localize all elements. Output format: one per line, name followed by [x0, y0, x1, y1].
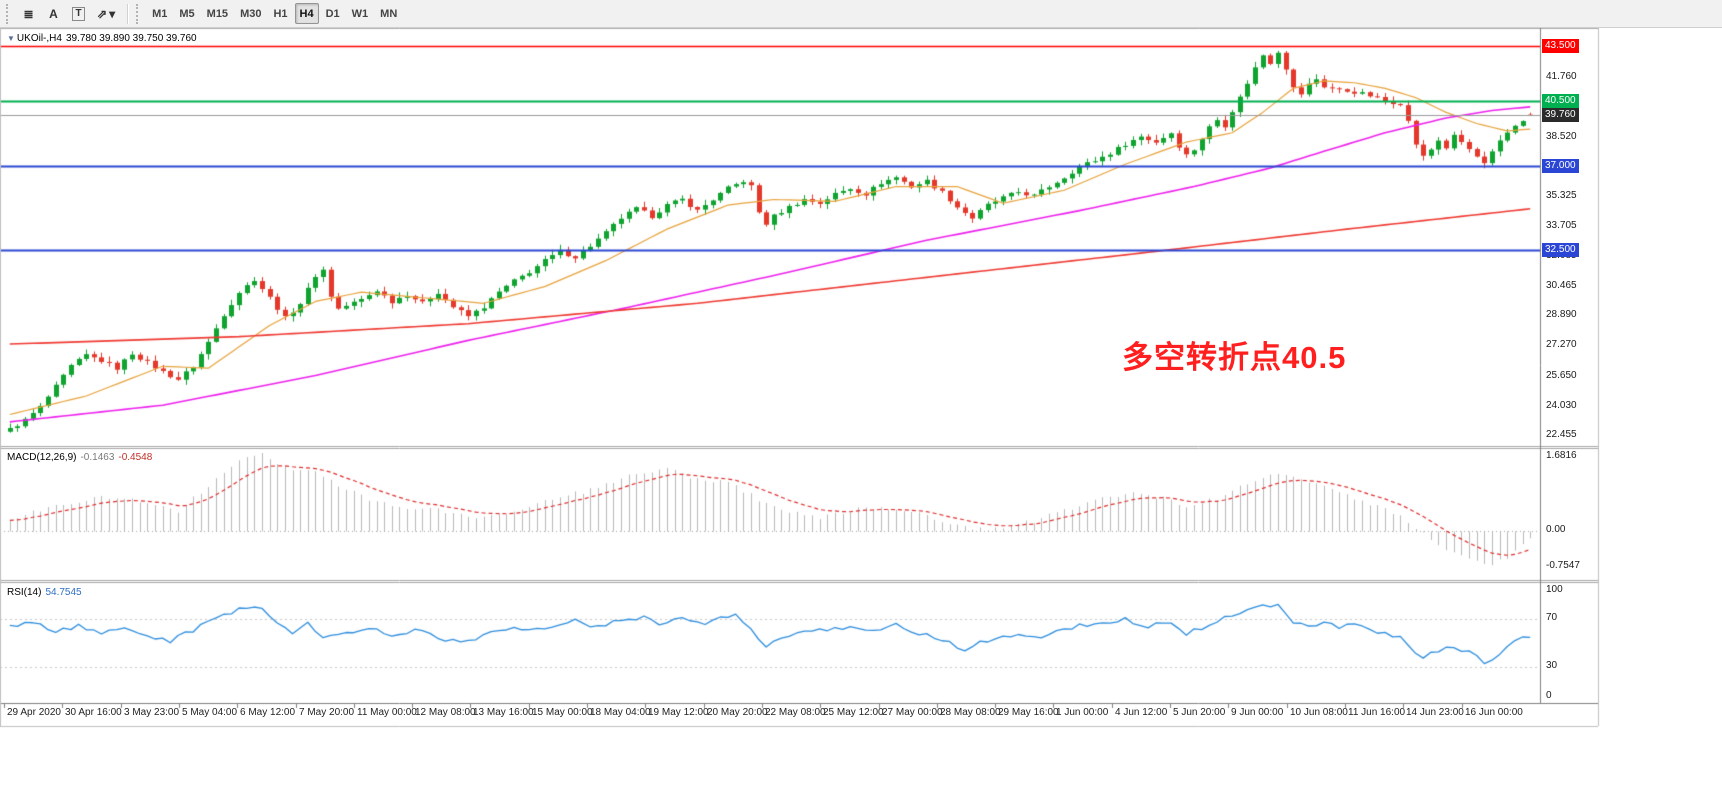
label-tool-icon: T	[72, 6, 85, 21]
price-axis-badge: 43.500	[1542, 39, 1579, 53]
time-axis-label: 5 May 04:00	[182, 707, 238, 718]
timeframe-m5-button[interactable]: M5	[174, 3, 199, 24]
time-axis-label: 27 May 00:00	[882, 707, 943, 718]
timeframe-m15-button[interactable]: M15	[202, 3, 233, 24]
price-axis-label: 100	[1546, 584, 1563, 595]
objects-list-icon: ≣	[23, 6, 34, 21]
time-axis-label: 25 May 12:00	[823, 707, 884, 718]
time-axis-label: 7 May 20:00	[299, 707, 355, 718]
time-axis-label: 9 Jun 00:00	[1231, 707, 1284, 718]
time-axis-label: 20 May 20:00	[707, 707, 768, 718]
timeframe-h4-button[interactable]: H4	[294, 3, 319, 24]
time-axis-label: 22 May 08:00	[765, 707, 826, 718]
time-axis-label: 11 Jun 16:00	[1348, 707, 1406, 718]
price-axis-label: 33.705	[1546, 220, 1577, 231]
timeframe-m1-button[interactable]: M1	[147, 3, 172, 24]
price-axis-label: 0.00	[1546, 524, 1566, 535]
rsi-value: 54.7545	[45, 587, 82, 598]
price-axis-label: 41.760	[1546, 71, 1577, 82]
price-axis-label: 30.465	[1546, 280, 1577, 291]
macd-indicator-label: MACD(12,26,9) -0.1463 -0.4548	[7, 452, 156, 463]
toolbar-drag-handle[interactable]	[6, 3, 12, 24]
time-axis-label: 11 May 00:00	[357, 707, 417, 718]
time-axis-label: 29 Apr 2020	[7, 707, 61, 718]
time-axis-label: 16 Jun 00:00	[1465, 707, 1523, 718]
dropdown-caret-icon: ▾	[109, 6, 116, 21]
timeframe-d1-button[interactable]: D1	[321, 3, 345, 24]
price-axis-label: -0.7547	[1546, 560, 1580, 571]
time-axis-label: 12 May 08:00	[415, 707, 476, 718]
price-axis-label: 70	[1546, 612, 1558, 623]
price-axis-label: 38.520	[1546, 131, 1577, 142]
time-axis-label: 1 Jun 00:00	[1056, 707, 1109, 718]
time-axis-label: 10 Jun 08:00	[1290, 707, 1348, 718]
price-axis-label: 22.455	[1546, 429, 1577, 440]
time-axis-label: 13 May 16:00	[473, 707, 534, 718]
chart-title: ▼ UKOil-,H4 39.780 39.890 39.750 39.760	[7, 33, 201, 44]
label-tool-button[interactable]: T	[67, 3, 90, 24]
macd-main-value: -0.1463	[80, 452, 115, 463]
rsi-indicator-label: RSI(14) 54.7545	[7, 587, 86, 598]
price-axis-badge: 39.760	[1542, 108, 1579, 122]
price-axis-label: 30	[1546, 660, 1558, 671]
chart-ohlc-values: 39.780 39.890 39.750 39.760	[65, 33, 197, 44]
price-axis-label: 1.6816	[1546, 450, 1577, 461]
time-axis-label: 28 May 08:00	[940, 707, 1001, 718]
time-axis-label: 14 Jun 23:00	[1406, 707, 1464, 718]
time-axis-label: 29 May 16:00	[998, 707, 1059, 718]
time-axis-label: 30 Apr 16:00	[65, 707, 122, 718]
time-axis-label: 15 May 00:00	[532, 707, 593, 718]
collapse-triangle-icon[interactable]: ▼	[7, 34, 15, 43]
price-axis-badge: 37.000	[1542, 159, 1579, 173]
price-axis-label: 0	[1546, 690, 1552, 701]
toolbar: ≣ A T ⇗ ▾ M1 M5 M15 M30 H1 H4 D1 W1 MN	[0, 0, 1722, 28]
timeframe-mn-button[interactable]: MN	[375, 3, 402, 24]
arrows-tool-button[interactable]: ⇗ ▾	[92, 3, 120, 24]
time-axis-label: 18 May 04:00	[590, 707, 651, 718]
macd-signal-value: -0.4548	[118, 452, 153, 463]
price-axis-label: 25.650	[1546, 370, 1577, 381]
time-axis-label: 5 Jun 20:00	[1173, 707, 1226, 718]
text-tool-icon: A	[49, 6, 58, 21]
text-tool-button[interactable]: A	[42, 3, 65, 24]
price-axis[interactable]: 41.76040.14038.52036.90035.32533.70532.0…	[1541, 0, 1598, 798]
chart-symbol-period: UKOil-,H4	[16, 33, 62, 44]
rsi-name: RSI(14)	[7, 587, 42, 598]
time-axis-label: 3 May 23:00	[124, 707, 180, 718]
time-axis-label: 19 May 12:00	[648, 707, 709, 718]
price-axis-badge: 32.500	[1542, 243, 1579, 257]
chart-annotation-text[interactable]: 多空转折点40.5	[1122, 340, 1347, 375]
objects-list-button[interactable]: ≣	[17, 3, 40, 24]
timeframe-m30-button[interactable]: M30	[235, 3, 266, 24]
time-axis[interactable]: 29 Apr 2020 30 Apr 16:00 3 May 23:00 5 May …	[0, 705, 1598, 725]
toolbar-separator	[127, 3, 129, 24]
arrows-tool-icon: ⇗	[97, 6, 108, 21]
macd-name: MACD(12,26,9)	[7, 452, 77, 463]
price-axis-label: 28.890	[1546, 309, 1577, 320]
time-axis-label: 4 Jun 12:00	[1115, 707, 1168, 718]
price-axis-label: 27.270	[1546, 339, 1577, 350]
price-axis-badge: 40.500	[1542, 94, 1579, 108]
price-axis-label: 35.325	[1546, 190, 1577, 201]
toolbar-drag-handle[interactable]	[136, 3, 142, 24]
time-axis-label: 6 May 12:00	[240, 707, 296, 718]
timeframe-h1-button[interactable]: H1	[268, 3, 292, 24]
timeframe-w1-button[interactable]: W1	[347, 3, 374, 24]
price-axis-label: 24.030	[1546, 400, 1577, 411]
